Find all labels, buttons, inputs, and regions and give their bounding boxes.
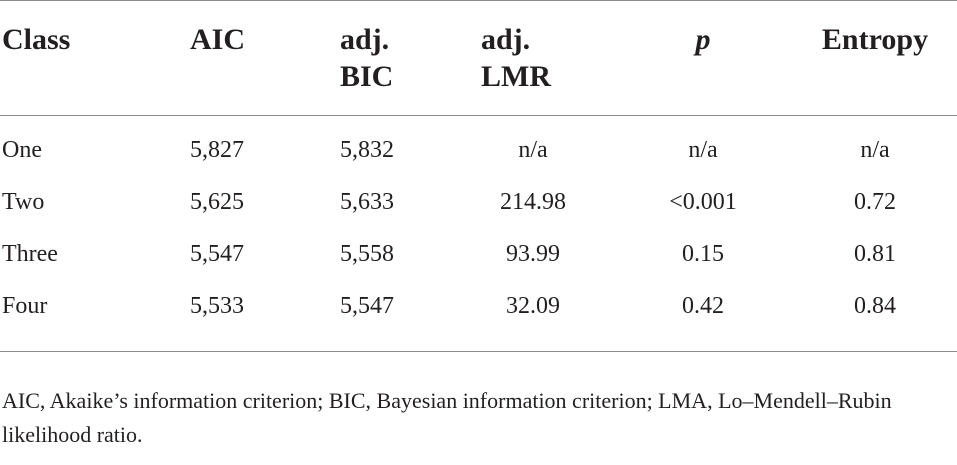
- header-aic: AIC: [168, 0, 318, 116]
- cell-adj-bic: 5,558: [340, 241, 394, 267]
- header-adj-bic-line1: adj.: [340, 23, 390, 56]
- header-adj-bic-line2: BIC: [340, 60, 394, 93]
- table-row: Three 5,547 5,558 93.99 0.15 0.81: [0, 228, 957, 280]
- header-class: Class: [0, 0, 168, 116]
- header-entropy: Entropy: [793, 0, 957, 116]
- cell-p: <0.001: [669, 189, 737, 215]
- cell-class: Two: [2, 189, 45, 215]
- table-header: Class AIC adj. BIC adj. LMR p Entropy: [0, 0, 957, 116]
- model-fit-table-container: Class AIC adj. BIC adj. LMR p Entropy One …: [0, 0, 957, 352]
- header-adj-lmr: adj. LMR: [453, 0, 613, 116]
- cell-adj-bic: 5,633: [340, 189, 394, 215]
- cell-p: n/a: [688, 137, 718, 163]
- header-row: Class AIC adj. BIC adj. LMR p Entropy: [0, 0, 957, 116]
- header-adj-lmr-line2: LMR: [481, 60, 551, 93]
- cell-adj-lmr: n/a: [518, 137, 548, 163]
- cell-adj-bic: 5,832: [340, 137, 394, 163]
- header-adj-lmr-line1: adj.: [481, 23, 531, 56]
- cell-class: Four: [0, 280, 168, 352]
- table-row: One 5,827 5,832 n/a n/a n/a: [0, 116, 957, 177]
- cell-entropy: n/a: [860, 137, 890, 163]
- table-body: One 5,827 5,832 n/a n/a n/a Two 5,625 5,…: [0, 116, 957, 352]
- cell-aic: 5,547: [190, 241, 244, 267]
- cell-adj-lmr: 32.09: [453, 280, 613, 352]
- header-adj-bic: adj. BIC: [318, 0, 453, 116]
- table-footnote: AIC, Akaike’s information criterion; BIC…: [2, 388, 892, 447]
- cell-aic: 5,625: [190, 189, 244, 215]
- cell-entropy: 0.81: [854, 241, 896, 267]
- table-row: Four 5,533 5,547 32.09 0.42 0.84: [0, 280, 957, 352]
- table-row: Two 5,625 5,633 214.98 <0.001 0.72: [0, 176, 957, 228]
- header-p: p: [613, 0, 793, 116]
- cell-adj-lmr: 93.99: [506, 241, 560, 267]
- cell-class: Three: [2, 241, 58, 267]
- cell-entropy: 0.84: [793, 280, 957, 352]
- cell-class: One: [2, 137, 42, 163]
- cell-p: 0.42: [613, 280, 793, 352]
- cell-p: 0.15: [682, 241, 724, 267]
- cell-aic: 5,533: [168, 280, 318, 352]
- cell-entropy: 0.72: [854, 189, 896, 215]
- cell-adj-lmr: 214.98: [500, 189, 566, 215]
- cell-adj-bic: 5,547: [318, 280, 453, 352]
- model-fit-table: Class AIC adj. BIC adj. LMR p Entropy One …: [0, 0, 957, 352]
- cell-aic: 5,827: [190, 137, 244, 163]
